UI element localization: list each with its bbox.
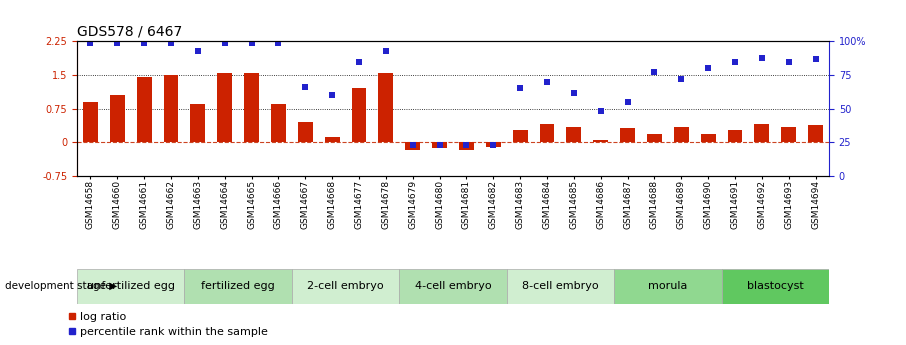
Point [540, 79, 554, 85]
Point [459, 142, 474, 148]
Point [271, 40, 285, 46]
Point [701, 66, 716, 71]
Point [621, 99, 635, 105]
Bar [506, 269, 614, 304]
Point [379, 48, 393, 53]
Point [593, 109, 608, 114]
Bar [217, 73, 232, 142]
Point [782, 59, 796, 64]
Point [83, 40, 98, 46]
Point [728, 59, 742, 64]
Point [808, 56, 823, 62]
Bar [755, 125, 769, 142]
Bar [459, 142, 474, 150]
Bar [400, 269, 506, 304]
Point [566, 90, 581, 95]
Bar [721, 269, 829, 304]
Point [245, 40, 259, 46]
Legend: log ratio, percentile rank within the sample: log ratio, percentile rank within the sa… [64, 307, 273, 342]
Text: 8-cell embryo: 8-cell embryo [522, 282, 599, 291]
Point [217, 40, 232, 46]
Point [298, 85, 313, 90]
Point [432, 142, 447, 148]
Bar [486, 142, 501, 147]
Bar [566, 127, 582, 142]
Bar [137, 77, 151, 142]
Bar [271, 104, 285, 142]
Bar [352, 89, 366, 142]
Bar [245, 73, 259, 142]
Bar [298, 122, 313, 142]
Bar [292, 269, 400, 304]
Bar [324, 137, 340, 142]
Bar [781, 127, 796, 142]
Bar [614, 269, 721, 304]
Text: 2-cell embryo: 2-cell embryo [307, 282, 384, 291]
Point [647, 70, 661, 75]
Bar [647, 134, 661, 142]
Bar [190, 104, 206, 142]
Bar [540, 125, 554, 142]
Point [406, 142, 420, 148]
Text: GDS578 / 6467: GDS578 / 6467 [77, 25, 182, 39]
Bar [77, 269, 185, 304]
Bar [83, 102, 98, 142]
Point [755, 55, 769, 60]
Bar [674, 127, 689, 142]
Bar [432, 142, 447, 148]
Bar [700, 134, 716, 142]
Bar [513, 130, 527, 142]
Point [110, 40, 124, 46]
Bar [728, 130, 742, 142]
Bar [185, 269, 292, 304]
Text: blastocyst: blastocyst [747, 282, 804, 291]
Point [137, 40, 151, 46]
Text: fertilized egg: fertilized egg [201, 282, 275, 291]
Bar [621, 128, 635, 142]
Bar [379, 73, 393, 142]
Text: morula: morula [648, 282, 688, 291]
Point [486, 142, 500, 148]
Point [164, 40, 178, 46]
Text: 4-cell embryo: 4-cell embryo [415, 282, 491, 291]
Point [352, 59, 366, 64]
Bar [808, 125, 823, 142]
Point [325, 92, 340, 98]
Bar [593, 140, 608, 142]
Bar [405, 142, 420, 150]
Text: unfertilized egg: unfertilized egg [87, 282, 175, 291]
Point [674, 76, 689, 82]
Bar [164, 75, 178, 142]
Text: development stage ▶: development stage ▶ [5, 282, 117, 291]
Point [513, 86, 527, 91]
Bar [110, 95, 125, 142]
Point [190, 48, 205, 53]
